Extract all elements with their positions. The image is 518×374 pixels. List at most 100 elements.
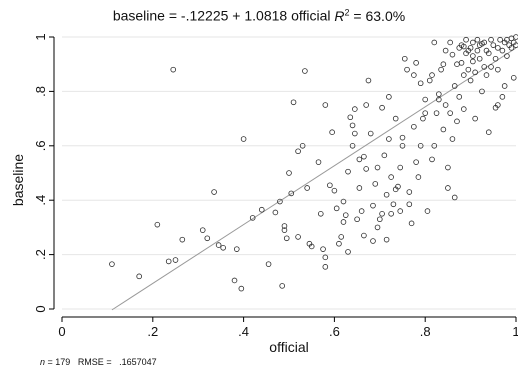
data-point — [501, 83, 508, 89]
data-point — [451, 194, 458, 201]
data-point — [424, 208, 431, 214]
x-tick-labels: 0 .2 .4 .6 .8 1 — [58, 324, 518, 339]
data-point — [379, 211, 385, 217]
data-point — [288, 190, 295, 197]
data-point — [488, 36, 494, 43]
data-point — [399, 134, 406, 141]
data-point — [386, 94, 392, 100]
data-point — [422, 96, 429, 103]
data-point — [429, 72, 435, 78]
data-point — [426, 77, 433, 84]
data-point — [449, 51, 456, 58]
data-point — [179, 236, 186, 243]
data-point — [420, 115, 426, 122]
data-point — [363, 166, 369, 172]
data-point — [485, 129, 492, 136]
data-point — [474, 47, 481, 54]
y-tick-label: .4 — [33, 195, 48, 206]
data-point — [170, 66, 177, 73]
data-point — [495, 66, 501, 73]
data-point — [172, 257, 179, 263]
data-point — [356, 185, 363, 191]
data-point — [413, 60, 419, 66]
data-point — [154, 221, 161, 228]
x-tick-label: .4 — [238, 324, 249, 339]
data-point — [238, 285, 245, 292]
y-tick-label: .8 — [33, 86, 48, 97]
data-point — [456, 94, 463, 100]
data-point — [406, 201, 413, 208]
data-point — [436, 91, 442, 97]
data-point — [211, 189, 217, 195]
data-point — [390, 201, 397, 208]
n-label: n — [40, 357, 46, 367]
data-point — [417, 143, 424, 149]
data-point — [281, 223, 288, 229]
data-point — [460, 72, 467, 78]
data-point — [320, 246, 326, 252]
data-point — [397, 208, 404, 214]
data-point — [372, 181, 379, 187]
rmse-value: .1657047 — [119, 357, 157, 367]
data-point — [406, 189, 413, 195]
data-point — [508, 45, 515, 51]
data-point — [422, 110, 429, 116]
data-point — [322, 264, 329, 270]
x-tick-label: .8 — [420, 324, 431, 339]
data-point — [445, 185, 451, 191]
data-point — [165, 258, 172, 265]
data-point — [338, 234, 345, 240]
data-point — [281, 227, 288, 233]
y-tick-labels: 0 .2 .4 .6 .8 1 — [33, 33, 48, 312]
data-point — [465, 66, 472, 73]
data-point — [340, 219, 347, 225]
data-point — [295, 148, 301, 155]
data-point — [376, 216, 383, 223]
data-point — [474, 36, 481, 43]
data-point — [342, 212, 349, 218]
data-point — [436, 96, 442, 103]
data-point — [308, 243, 315, 250]
y-tick-label: 0 — [33, 305, 48, 312]
data-point — [440, 126, 447, 133]
data-point — [388, 211, 394, 217]
chart-title: baseline = -.12225 + 1.0818 official R2 … — [0, 7, 518, 24]
data-point — [417, 80, 424, 87]
x-tick-label: 1 — [512, 324, 518, 339]
data-point — [467, 77, 474, 84]
y-tick-label: .6 — [33, 140, 48, 151]
data-point — [411, 72, 417, 78]
data-point — [440, 61, 447, 67]
data-point — [395, 183, 401, 190]
r-squared-text: R2 = 63.0% — [334, 7, 406, 24]
data-point — [481, 64, 488, 70]
data-point — [361, 153, 367, 160]
data-point — [470, 58, 476, 65]
data-point — [365, 77, 372, 84]
data-point — [499, 94, 506, 100]
data-point — [352, 130, 358, 137]
data-point — [454, 61, 460, 67]
data-point — [327, 182, 333, 189]
data-point — [447, 39, 453, 46]
data-point — [345, 249, 351, 255]
data-point — [431, 143, 438, 149]
data-point — [499, 47, 506, 54]
footnote: n = 179 RMSE = .1657047 — [40, 357, 157, 367]
x-tick-label: .6 — [329, 324, 340, 339]
data-point — [304, 185, 310, 191]
x-tick-label: 0 — [58, 324, 65, 339]
data-point — [295, 234, 301, 240]
data-point — [513, 42, 518, 48]
data-point — [483, 72, 490, 78]
data-point — [404, 66, 410, 73]
data-point — [286, 170, 292, 176]
data-point — [470, 39, 476, 46]
data-point — [442, 102, 449, 108]
y-tick-label: .2 — [33, 249, 48, 260]
data-point — [479, 40, 485, 47]
data-point — [215, 242, 222, 248]
data-point — [495, 45, 501, 51]
data-point — [299, 143, 306, 149]
